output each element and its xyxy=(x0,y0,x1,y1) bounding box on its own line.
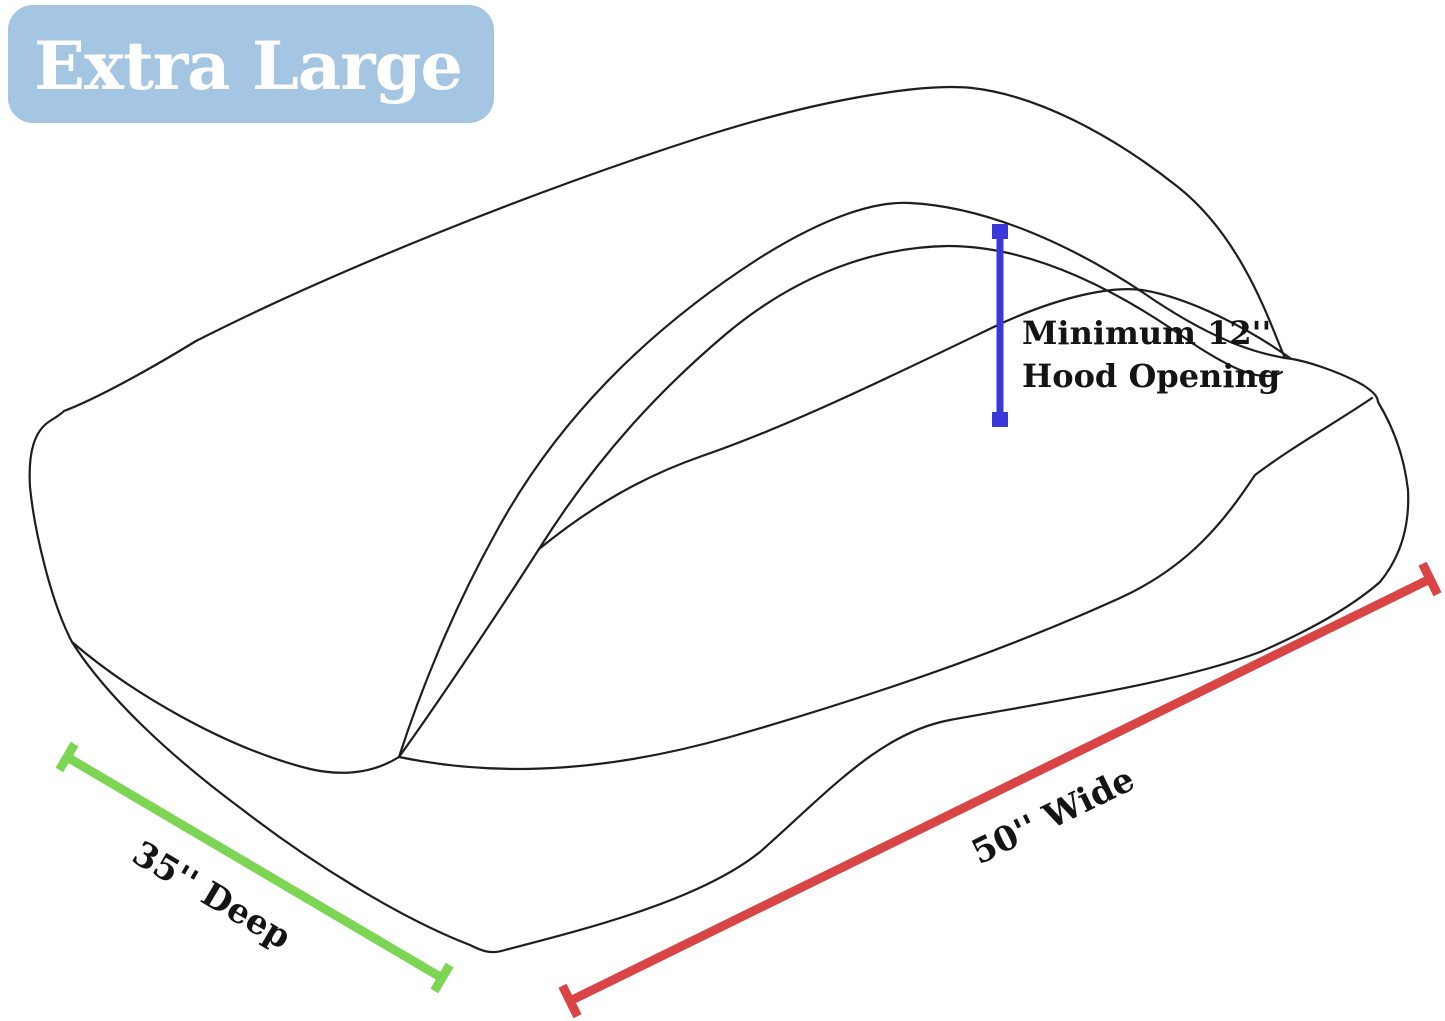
hood-opening-label-line1: Minimum 12'' xyxy=(1022,314,1271,352)
bed-silhouette xyxy=(28,85,1410,954)
hood-opening-measure-cap-bottom xyxy=(992,412,1008,427)
hood-band-inner-edge xyxy=(397,244,1284,759)
cushion-base-seam-left xyxy=(70,640,401,774)
size-badge-label: Extra Large xyxy=(34,27,462,105)
hood-opening-measure-cap-top xyxy=(992,224,1008,239)
size-badge: Extra Large xyxy=(8,5,494,123)
bed-outline-group xyxy=(28,85,1410,954)
size-badge-background xyxy=(8,5,494,123)
hood-band-outer-edge xyxy=(397,201,1287,759)
width-measure-cap-left xyxy=(558,983,582,1019)
width-measure-cap-right xyxy=(1418,561,1442,597)
depth-measure: 35'' Deep xyxy=(55,741,454,994)
depth-measure-cap-left xyxy=(55,741,79,773)
depth-cap-left-bar xyxy=(55,741,79,773)
cushion-base-seam-right xyxy=(397,396,1374,771)
depth-measure-line xyxy=(64,753,445,982)
depth-measure-cap-right xyxy=(430,962,454,994)
width-measure-line xyxy=(568,574,1432,1006)
width-measure: 50'' Wide xyxy=(558,561,1442,1019)
hood-opening-rim xyxy=(537,288,1292,551)
depth-label: 35'' Deep xyxy=(125,833,297,957)
hood-opening-measure: Minimum 12'' Hood Opening xyxy=(992,224,1280,427)
width-label: 50'' Wide xyxy=(965,759,1140,873)
width-cap-right-bar xyxy=(1418,561,1442,597)
depth-cap-right-bar xyxy=(430,962,454,994)
hood-opening-label-line2: Hood Opening xyxy=(1022,357,1280,395)
width-cap-left-bar xyxy=(558,983,582,1019)
